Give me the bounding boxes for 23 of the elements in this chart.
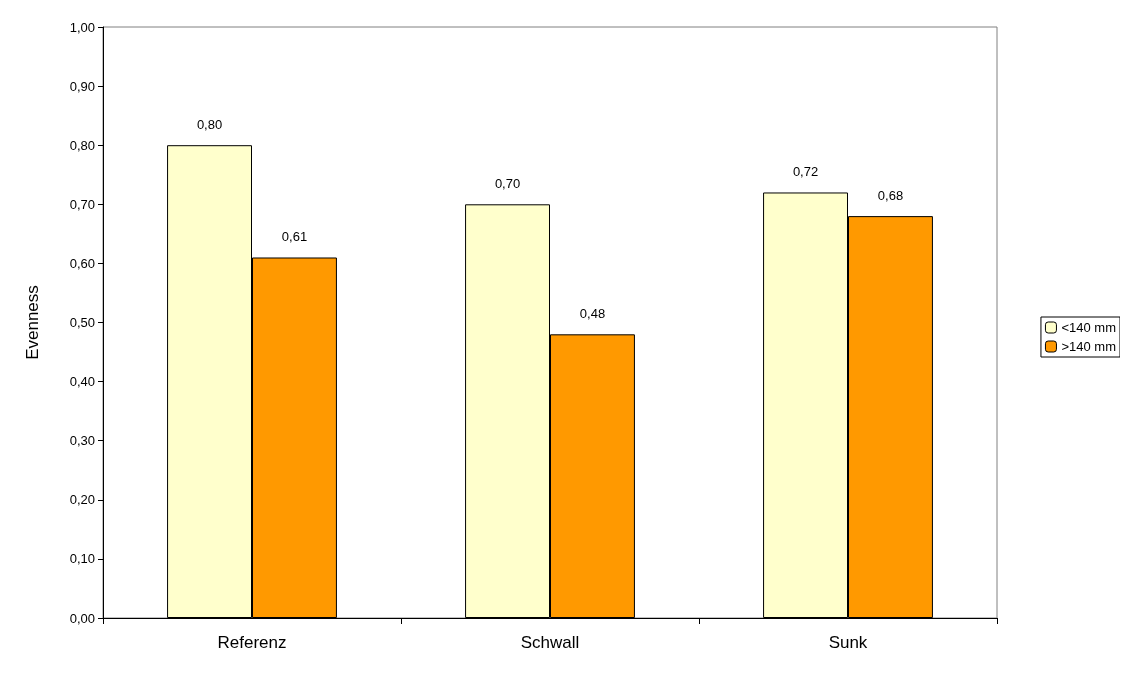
x-tick-label: Referenz bbox=[217, 633, 287, 652]
legend-label: >140 mm bbox=[1061, 339, 1117, 354]
y-tick-label: 0,70 bbox=[69, 196, 95, 212]
data-label: 0,72 bbox=[792, 164, 819, 180]
y-axis-title: Evenness bbox=[23, 285, 42, 360]
y-tick-label: 0,50 bbox=[69, 315, 95, 330]
data-label: 0,68 bbox=[877, 188, 904, 204]
x-tick-label: Sunk bbox=[828, 633, 868, 652]
y-tick-label: 0,00 bbox=[69, 610, 95, 626]
y-tick-label: 0,40 bbox=[69, 374, 95, 390]
y-tick-label: 1,00 bbox=[69, 19, 95, 35]
legend-label: <140 mm bbox=[1061, 320, 1117, 335]
data-label: 0,61 bbox=[281, 229, 308, 245]
x-tick-label: Schwall bbox=[520, 633, 580, 652]
y-tick-label: 0,60 bbox=[69, 255, 95, 271]
data-label: 0,48 bbox=[579, 306, 606, 322]
y-tick-label: 0,20 bbox=[69, 492, 95, 508]
data-label: 0,80 bbox=[196, 117, 223, 133]
y-tick-label: 0,80 bbox=[69, 137, 95, 153]
y-tick-label: 0,30 bbox=[69, 433, 95, 449]
y-tick-label: 0,90 bbox=[69, 78, 95, 94]
data-label: 0,70 bbox=[494, 176, 521, 192]
y-tick-label: 0,10 bbox=[69, 551, 95, 567]
